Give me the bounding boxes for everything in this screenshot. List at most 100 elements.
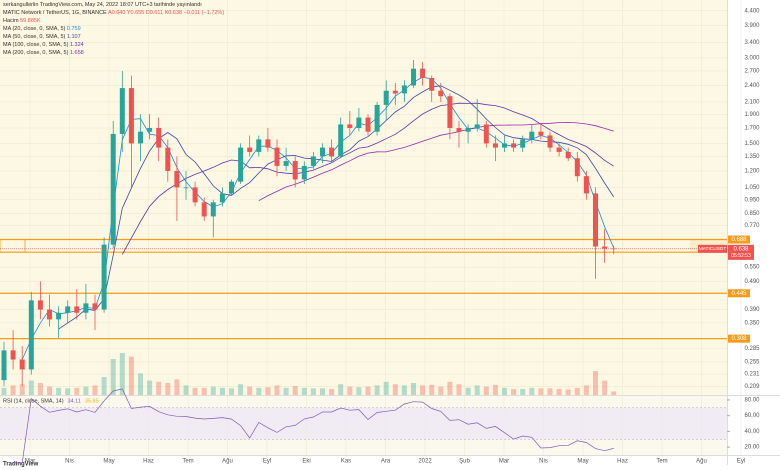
volume-bar	[411, 383, 416, 395]
candle-body	[356, 117, 362, 128]
candle-body	[1, 350, 7, 381]
x-tick-label: Tem	[182, 459, 193, 465]
y-tick-label: 1.900	[744, 112, 760, 118]
volume-bar	[310, 388, 316, 395]
candle-body	[320, 147, 325, 157]
candle-body	[83, 303, 89, 313]
x-tick-label: Nis	[65, 459, 74, 465]
candle-body	[456, 127, 462, 132]
candle-body	[256, 139, 262, 152]
symbol-tag	[698, 244, 727, 253]
ma-value: 1.658	[69, 50, 84, 56]
x-tick-label: Mar	[25, 459, 35, 465]
candle-body	[392, 90, 398, 94]
x-tick-label: Ağu	[222, 459, 233, 465]
last-price-tag	[728, 244, 754, 260]
y-tick-label: 1.700	[744, 126, 760, 132]
rsi-band	[0, 407, 727, 440]
x-tick-label: Haz	[143, 459, 154, 465]
candle-body	[138, 131, 143, 144]
volume-bar	[447, 381, 453, 395]
candle-body	[593, 193, 598, 247]
level-label: 0.688	[731, 237, 747, 243]
candle-body	[538, 131, 544, 136]
volume-bar	[83, 386, 89, 395]
moving-average	[58, 85, 615, 330]
candle-body	[547, 135, 553, 148]
ma-label: MA (20, close, 0, SMA, 5)	[3, 26, 66, 32]
volume-bar	[320, 388, 325, 395]
candle-body	[201, 202, 207, 217]
candle-body	[19, 359, 25, 370]
x-tick-label: Ağu	[696, 459, 707, 465]
volume-bar	[47, 386, 52, 395]
volume-bar	[101, 377, 107, 395]
candle-body	[219, 193, 225, 203]
rsi-tick-label: 20.00	[744, 445, 760, 451]
volume-bar	[156, 381, 162, 395]
candle-body	[247, 147, 253, 152]
legend: serkangullerlin TradingView.com, May 24,…	[3, 1, 224, 57]
volume-bar	[401, 385, 407, 395]
moving-average	[258, 121, 614, 202]
ohlc: A0.640 Y0.655 D0.611 K0.638 −0.011 (−1.7…	[107, 10, 225, 16]
candle-body	[492, 143, 498, 148]
y-tick-label: 2.700	[744, 69, 760, 75]
volume-bar	[110, 359, 116, 395]
x-tick-label: May	[577, 459, 588, 465]
y-tick-label: 1.050	[744, 185, 760, 191]
rsi-tick-label: 80.00	[744, 398, 760, 404]
volume-bar	[365, 386, 371, 395]
volume-bar	[229, 388, 234, 395]
ma-legend: MA (20, close, 0, SMA, 5) 0.759 MA (50, c…	[3, 25, 224, 57]
candle-body	[420, 68, 426, 78]
volume-bar	[565, 389, 571, 395]
y-tick-label: 1.350	[744, 154, 760, 160]
candle-body	[110, 133, 116, 245]
volume-bar	[492, 384, 498, 395]
candle-body	[374, 104, 380, 132]
ma-row: MA (100, close, 0, SMA, 5) 1.324	[3, 41, 224, 49]
symbol-row: MATIC Network / TetherUS, 1G, BINANCE A0…	[3, 9, 224, 17]
candle-body	[565, 151, 571, 159]
candle-body	[238, 147, 244, 182]
volume-bar	[538, 388, 544, 395]
volume-bar	[274, 385, 280, 395]
candle-body	[365, 117, 371, 132]
ma-value: 1.107	[66, 34, 81, 40]
level-tag	[728, 334, 750, 343]
volume-row: Hacim 59.885K	[3, 17, 224, 25]
countdown: 05:52:53	[731, 253, 751, 259]
candle-body	[147, 127, 153, 132]
volume-bar	[611, 391, 617, 395]
volume-bar	[374, 385, 380, 395]
volume-bar	[356, 387, 362, 395]
volume-bar	[547, 388, 553, 395]
candle-body	[529, 131, 535, 140]
candle-body	[520, 139, 526, 148]
x-tick-label: Eyl	[737, 459, 745, 465]
candle-body	[265, 139, 271, 148]
volume-bar	[483, 386, 489, 395]
symbol: MATIC Network / TetherUS, 1G, BINANCE	[3, 10, 107, 16]
ma-row: MA (20, close, 0, SMA, 5) 0.759	[3, 25, 224, 33]
level-label: 0.445	[731, 291, 747, 297]
candle-body	[37, 300, 43, 310]
rsi-value: 34.11	[68, 398, 81, 404]
y-tick-label: 0.950	[744, 197, 760, 203]
x-tick-label: Eyl	[263, 459, 271, 465]
y-tick-label: 2.100	[744, 100, 760, 106]
volume-bar	[247, 386, 253, 395]
volume-bar	[574, 387, 580, 395]
symbol-tag-label: MATICUSDT	[699, 246, 727, 252]
candle-body	[92, 303, 98, 310]
candle-body	[229, 181, 234, 194]
y-tick-label: 0.770	[744, 223, 760, 229]
candle-body	[283, 161, 289, 166]
candle-body	[28, 300, 34, 370]
y-tick-label: 0.231	[744, 372, 760, 378]
published: serkangullerlin TradingView.com, May 24,…	[3, 2, 202, 8]
volume-bar	[74, 387, 80, 395]
volume-bar	[192, 387, 198, 395]
